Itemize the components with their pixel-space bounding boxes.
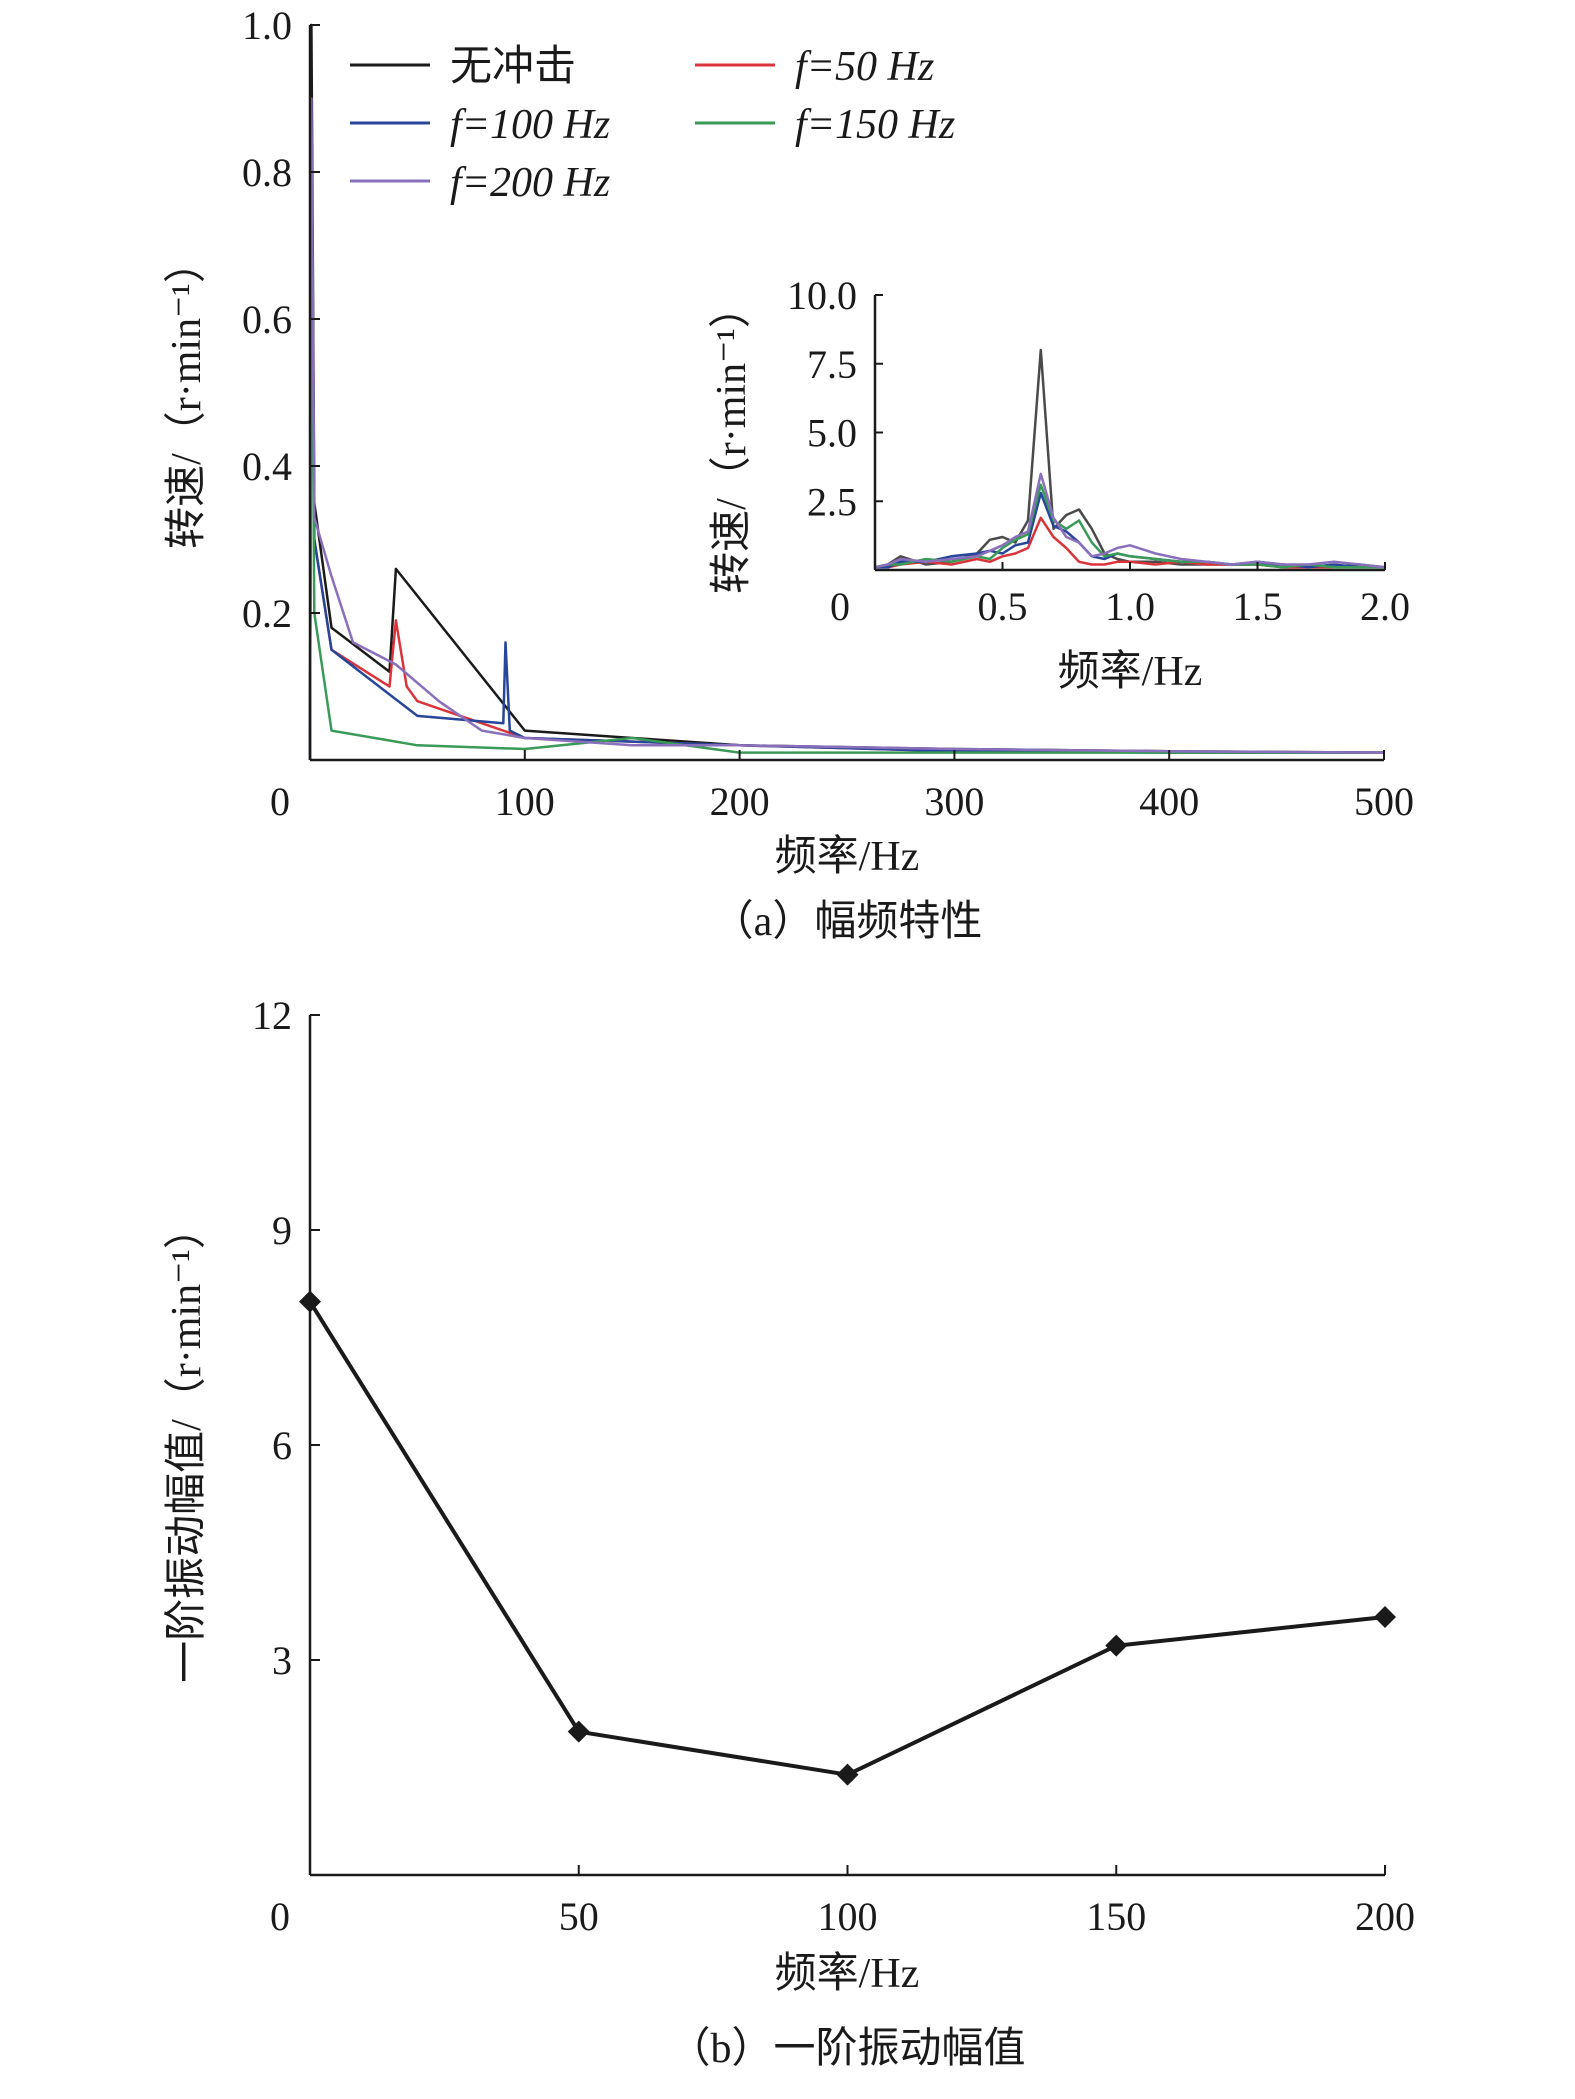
- legend-label-no-impact: 无冲击: [450, 44, 576, 90]
- panel-b-y-axis-label: 一阶振动幅值/（r·min⁻¹）: [164, 1207, 210, 1683]
- panel-b-x-tick-label-100: 100: [818, 1894, 878, 1939]
- legend-label-f150: f=150 Hz: [795, 102, 955, 148]
- panel-a-y-axis-label: 转速/（r·min⁻¹）: [164, 241, 210, 549]
- panel-b-x-tick-label-200: 200: [1355, 1894, 1415, 1939]
- inset-y-tick-label-7.5: 7.5: [807, 342, 857, 387]
- inset-y-tick-label-5.0: 5.0: [807, 411, 857, 456]
- panel-a-y-tick-label-0.2: 0.2: [242, 591, 292, 636]
- inset-x-tick-label-1.0: 1.0: [1105, 584, 1155, 629]
- inset-y-tick-labels: 2.5 5.0 7.5 10.0: [787, 273, 857, 524]
- panel-b-x-axis-label: 频率/Hz: [775, 1950, 920, 1997]
- inset-y-tick-label-2.5: 2.5: [807, 479, 857, 524]
- panel-b-point-marker: [1374, 1606, 1396, 1628]
- inset-series-line-3: [874, 483, 1385, 569]
- panel-b-series: [299, 1290, 1396, 1786]
- panel-b-y-tick-label-9: 9: [272, 1208, 292, 1253]
- panel-b-x-tick-label-150: 150: [1086, 1894, 1146, 1939]
- panel-a-legend: 无冲击 f=50 Hz f=100 Hz f=150 Hz f=200 Hz: [350, 44, 955, 206]
- legend-label-f100: f=100 Hz: [450, 102, 610, 148]
- inset-y-tick-label-10.0: 10.0: [787, 273, 857, 318]
- panel-b-x-tick-labels: 0 50 100 150 200: [270, 1894, 1415, 1939]
- inset-y-axis-label: 转速/（r·min⁻¹）: [709, 286, 755, 594]
- panel-b-point-marker: [567, 1720, 590, 1743]
- panel-a-series-lines: [308, 23, 1385, 761]
- panel-a-x-tick-labels: 100 200 300 400 500: [495, 779, 1414, 824]
- inset-series-lines: [874, 348, 1386, 569]
- inset-x-tick-label-0.5: 0.5: [978, 584, 1028, 629]
- panel-a-series-f100hz-line: [308, 170, 1384, 761]
- panel-a-x-tick-label-200: 200: [710, 779, 770, 824]
- panel-b-y-tick-label-3: 3: [272, 1638, 292, 1683]
- panel-b-y-tick-label-12: 12: [252, 993, 292, 1038]
- inset-x-tick-label-1.5: 1.5: [1233, 584, 1283, 629]
- legend-label-f200: f=200 Hz: [450, 160, 610, 206]
- panel-b-point-marker: [1105, 1634, 1128, 1657]
- panel-a-y-tick-label-1.0: 1.0: [242, 3, 292, 48]
- inset-x-tick-labels: 0 0.5 1.0 1.5 2.0: [830, 584, 1410, 629]
- inset-series-line-0: [874, 348, 1386, 569]
- inset-x-tick-label-0: 0: [830, 584, 850, 629]
- panel-a-x-tick-label-500: 500: [1354, 779, 1414, 824]
- panel-a-series-f200hz-line: [308, 97, 1385, 761]
- panel-a-y-tick-label-0.8: 0.8: [242, 150, 292, 195]
- panel-a-x-axis-label: 频率/Hz: [775, 833, 920, 880]
- inset-ticks: [875, 294, 1386, 570]
- panel-b-first-order-amplitude: 0 50 100 150 200 3 6 9 12 频率/Hz 一阶振动幅值/（r·min⁻¹…: [164, 993, 1415, 2072]
- inset-x-tick-label-2.0: 2.0: [1360, 584, 1410, 629]
- inset-series-line-4: [874, 472, 1386, 569]
- inset-x-axis-label: 频率/Hz: [1058, 648, 1203, 695]
- panel-a-y-tick-labels: 0.2 0.4 0.6 0.8 1.0: [242, 3, 292, 636]
- panel-a-origin-label: 0: [270, 779, 290, 824]
- panel-a-inset: 0 0.5 1.0 1.5 2.0 2.5 5.0 7.5 10.0 频率/Hz 转速/（r·…: [709, 273, 1410, 695]
- panel-b-x-tick-label-50: 50: [559, 1894, 599, 1939]
- panel-a-y-tick-label-0.6: 0.6: [242, 297, 292, 342]
- panel-b-point-marker: [299, 1290, 321, 1313]
- panel-a-x-tick-label-400: 400: [1139, 779, 1199, 824]
- panel-b-y-tick-label-6: 6: [272, 1423, 292, 1468]
- panel-b-y-tick-labels: 3 6 9 12: [252, 993, 292, 1683]
- panel-b-series-line: [308, 1300, 1386, 1777]
- legend-label-f50: f=50 Hz: [795, 44, 934, 90]
- panel-b-ticks: [310, 1014, 1386, 1875]
- panel-a-ticks: [310, 24, 1385, 760]
- panel-a-amplitude-frequency: 0 100 200 300 400 500 0.20.40.60.81.0 频率/Hz …: [164, 3, 1414, 945]
- panel-a-x-tick-label-300: 300: [924, 779, 984, 824]
- panel-a-x-tick-label-100: 100: [495, 779, 555, 824]
- panel-a-caption: （a）幅频特性: [712, 899, 983, 945]
- panel-b-caption: （b）一阶振动幅值: [668, 2026, 1025, 2072]
- panel-b-x-tick-label-0: 0: [270, 1894, 290, 1939]
- panel-a-y-tick-label-0.4: 0.4: [242, 444, 292, 489]
- panel-b-point-marker: [836, 1763, 859, 1786]
